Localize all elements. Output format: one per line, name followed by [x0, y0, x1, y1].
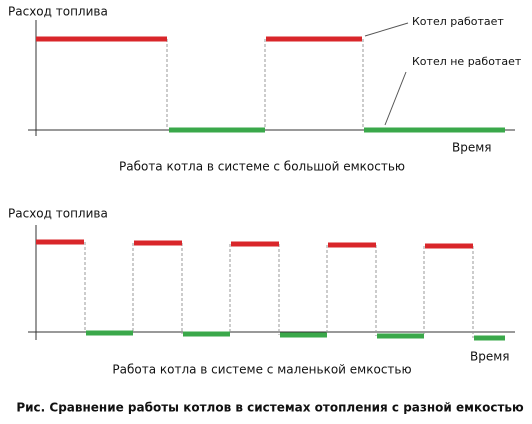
leader-line: [384, 71, 407, 126]
switch-lines: [84, 242, 474, 338]
leader-line: [364, 22, 409, 37]
panel: Расход топлива Время Работа котла в сист…: [8, 207, 515, 377]
annotation: Котел не работает: [412, 55, 522, 68]
y-label: Расход топлива: [8, 5, 108, 19]
x-label: Время: [470, 350, 510, 364]
annotation: Котел работает: [412, 15, 504, 28]
panel-caption: Работа котла в системе с маленькой емкос…: [112, 363, 411, 377]
figure-caption: Рис. Сравнение работы котлов в системах …: [16, 401, 524, 415]
panel-caption: Работа котла в системе с большой емкость…: [119, 160, 405, 174]
x-label: Время: [452, 141, 492, 155]
y-label: Расход топлива: [8, 207, 108, 221]
panel: Расход топлива Котел работает Котел не р…: [8, 5, 522, 174]
